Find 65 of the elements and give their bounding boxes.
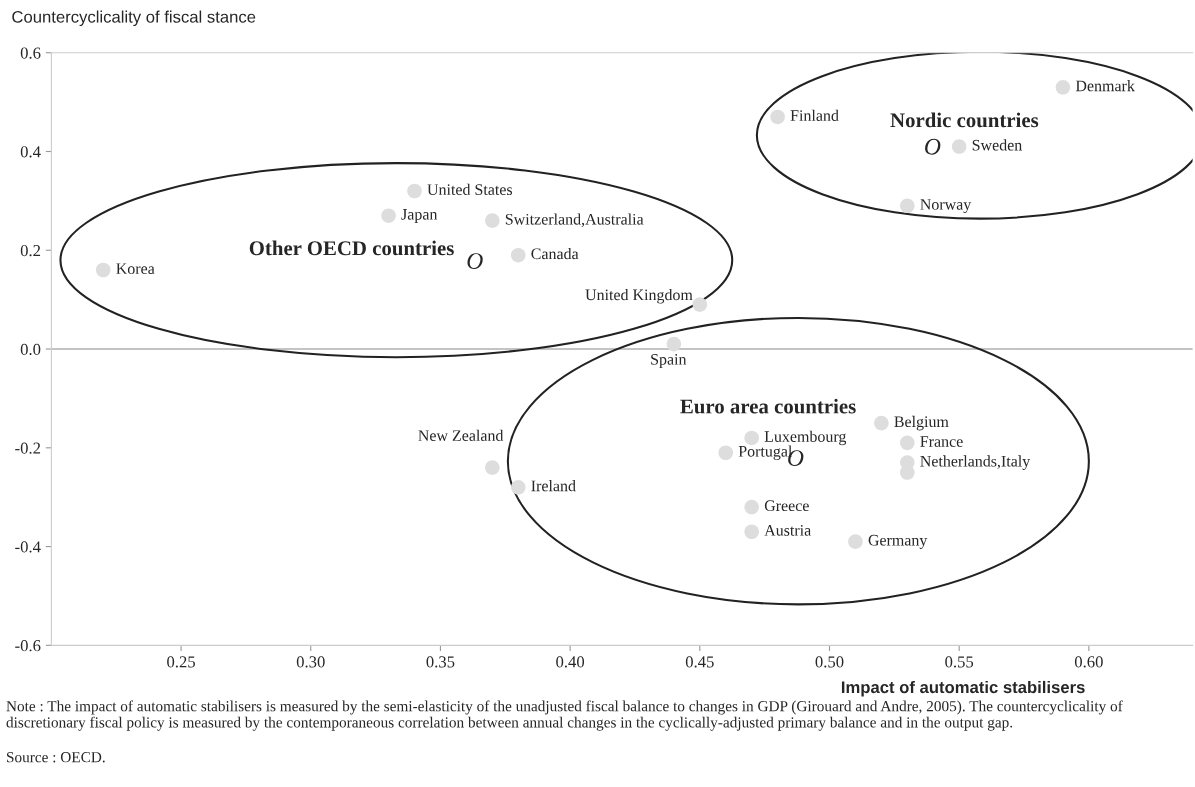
annotation: Spain bbox=[651, 354, 687, 369]
point bbox=[407, 183, 422, 199]
y-tick-label: -0.6 bbox=[15, 640, 41, 652]
x-tick-label: 0.50 bbox=[815, 656, 844, 668]
y-axis-title: Countercyclicality of fiscal stance bbox=[12, 10, 256, 27]
annotation: Switzerland,Australia bbox=[505, 213, 644, 227]
annotation: Nordic countries bbox=[890, 112, 1039, 128]
point bbox=[510, 247, 526, 263]
annotation: Greece bbox=[764, 500, 809, 512]
annotation: Sweden bbox=[972, 139, 1022, 151]
annotation: Japan bbox=[401, 209, 438, 223]
annotation: O bbox=[467, 253, 483, 270]
y-tick-label: 0.2 bbox=[20, 244, 41, 257]
x-tick-label: 0.35 bbox=[426, 656, 455, 668]
annotation: New Zealand bbox=[418, 429, 504, 441]
annotation: United States bbox=[427, 183, 513, 195]
point bbox=[485, 213, 500, 228]
annotation: Canada bbox=[531, 247, 579, 260]
y-tick-label: 0.4 bbox=[20, 146, 41, 158]
annotation: Germany bbox=[868, 534, 928, 549]
point bbox=[692, 297, 708, 312]
point bbox=[744, 499, 759, 515]
x-tick-label: 0.60 bbox=[1074, 656, 1103, 668]
x-axis-title: Impact of automatic stabilisers bbox=[841, 680, 1085, 697]
point bbox=[900, 435, 915, 451]
y-tick-label: 0.6 bbox=[20, 47, 41, 59]
x-tick-label: 0.25 bbox=[167, 656, 195, 668]
annotation: Other OECD countries bbox=[249, 240, 454, 256]
annotation: Austria bbox=[764, 525, 811, 536]
annotation: Luxembourg bbox=[764, 430, 847, 446]
text: Note : The impact of automatic stabilisers is measured by the semi-elasticity of the unadjusted fiscal balance to changes in GDP (Girouard and Andre, 2005). The countercyclicality of discretionary fiscal policy is measured by the contemporaneous correlation between annual changes in the cyclically-adjusted primary balance and in the output gap. bbox=[6, 700, 1123, 731]
point bbox=[951, 139, 967, 154]
annotation: Belgium bbox=[894, 415, 949, 431]
x-tick-label: 0.40 bbox=[556, 656, 585, 668]
point bbox=[900, 465, 915, 480]
point bbox=[900, 198, 915, 214]
point bbox=[744, 524, 759, 540]
annotation: Norway bbox=[920, 199, 972, 214]
y-tick-label: 0.0 bbox=[20, 343, 41, 356]
annotation: Ireland bbox=[531, 480, 576, 492]
point bbox=[770, 109, 785, 125]
x-tick-label: 0.55 bbox=[945, 656, 974, 668]
point bbox=[848, 534, 863, 549]
annotation: O bbox=[925, 138, 941, 155]
annotation: Korea bbox=[116, 263, 155, 275]
point bbox=[485, 460, 500, 475]
annotation: Netherlands,Italy bbox=[920, 455, 1031, 470]
point bbox=[744, 430, 759, 446]
x-tick-label: 0.45 bbox=[685, 656, 714, 668]
annotation: Denmark bbox=[1075, 80, 1135, 92]
point bbox=[718, 445, 734, 461]
point bbox=[381, 208, 396, 223]
y-tick-label: -0.4 bbox=[15, 541, 41, 553]
x-tick-label: 0.30 bbox=[296, 656, 325, 668]
annotation: United Kingdom bbox=[585, 288, 693, 304]
point bbox=[1055, 80, 1071, 95]
point bbox=[874, 415, 889, 431]
y-tick-label: -0.2 bbox=[15, 442, 41, 454]
source-note: Source : OECD. bbox=[7, 752, 105, 763]
annotation: Finland bbox=[790, 109, 839, 121]
annotation: France bbox=[920, 436, 963, 447]
point bbox=[666, 336, 682, 352]
point bbox=[95, 262, 111, 278]
annotation: Euro area countries bbox=[680, 398, 856, 414]
point bbox=[510, 480, 526, 495]
